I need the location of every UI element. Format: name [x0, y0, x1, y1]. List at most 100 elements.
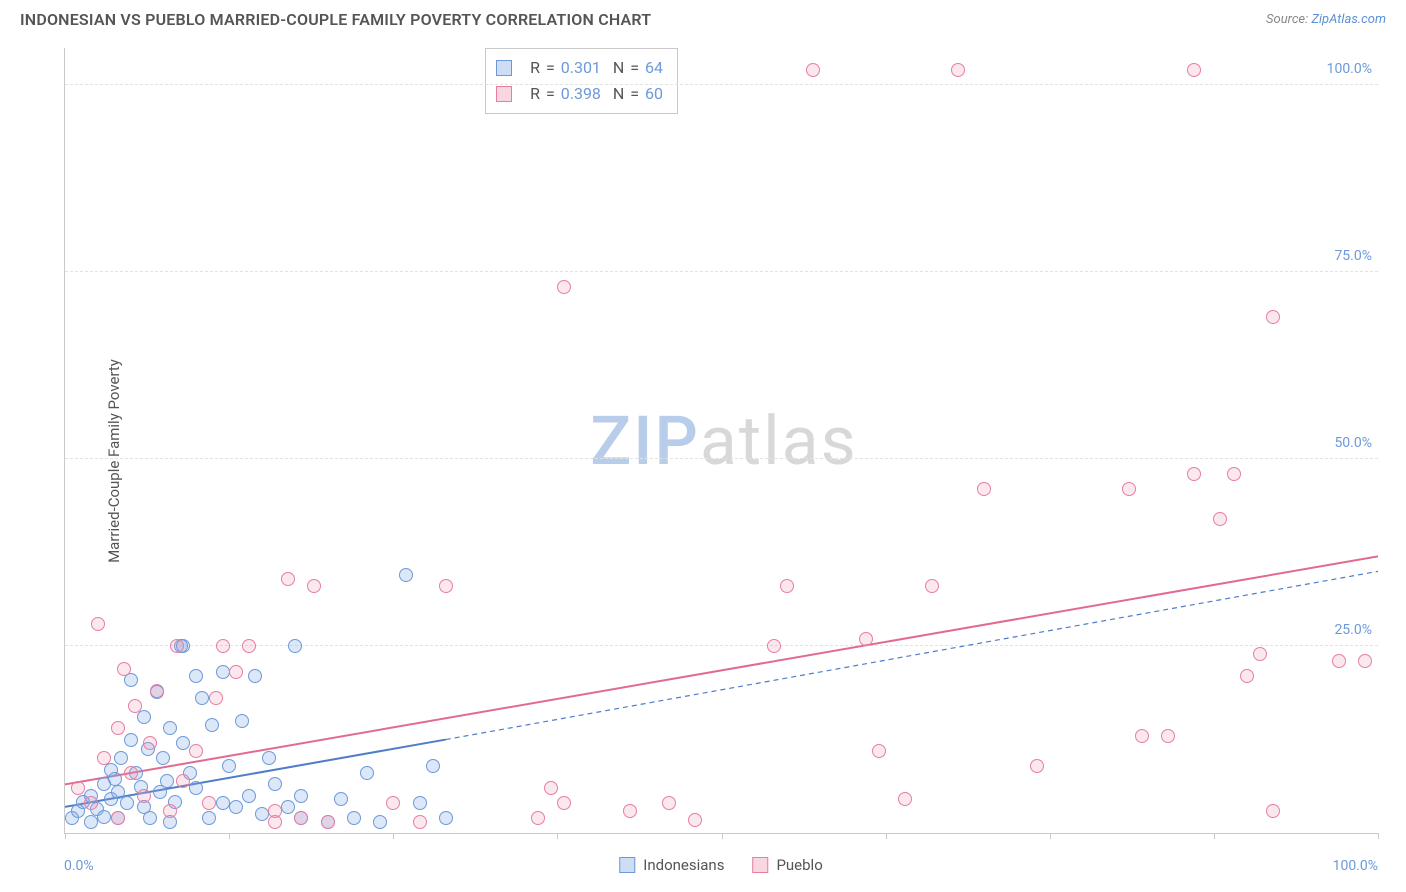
data-point — [229, 665, 243, 679]
watermark-zip: ZIP — [590, 401, 700, 481]
data-point — [176, 774, 190, 788]
data-point — [268, 777, 282, 791]
data-point — [97, 751, 111, 765]
data-point — [108, 772, 122, 786]
data-point — [426, 759, 440, 773]
data-point — [872, 744, 886, 758]
data-point — [143, 736, 157, 750]
data-point — [557, 280, 571, 294]
data-point — [399, 568, 413, 582]
series-legend: Indonesians Pueblo — [619, 856, 823, 874]
data-point — [859, 632, 873, 646]
data-point — [124, 733, 138, 747]
chart-title: INDONESIAN VS PUEBLO MARRIED-COUPLE FAMI… — [20, 10, 651, 29]
swatch-pink — [752, 857, 768, 873]
data-point — [163, 721, 177, 735]
data-point — [413, 796, 427, 810]
data-point — [1213, 512, 1227, 526]
x-tick — [1050, 833, 1051, 839]
data-point — [229, 800, 243, 814]
data-point — [321, 815, 335, 829]
data-point — [216, 639, 230, 653]
data-point — [195, 691, 209, 705]
data-point — [1187, 467, 1201, 481]
data-point — [1332, 654, 1346, 668]
data-point — [1253, 647, 1267, 661]
data-point — [925, 579, 939, 593]
data-point — [1122, 482, 1136, 496]
plot-area: ZIPatlas R = 0.301 N = 64R = 0.398 N = 6… — [64, 48, 1378, 834]
x-axis-area: 0.0% Indonesians Pueblo 100.0% — [64, 840, 1378, 874]
chart-header: INDONESIAN VS PUEBLO MARRIED-COUPLE FAMI… — [0, 0, 1406, 37]
data-point — [1030, 759, 1044, 773]
data-point — [557, 796, 571, 810]
y-tick-label: 25.0% — [1334, 622, 1372, 638]
data-point — [439, 811, 453, 825]
data-point — [137, 789, 151, 803]
data-point — [163, 804, 177, 818]
data-point — [150, 684, 164, 698]
x-tick-max: 100.0% — [1333, 858, 1378, 874]
data-point — [544, 781, 558, 795]
swatch-pink — [496, 86, 512, 102]
stats-row: R = 0.301 N = 64 — [496, 55, 663, 81]
data-point — [216, 796, 230, 810]
data-point — [114, 751, 128, 765]
x-tick — [393, 833, 394, 839]
data-point — [1227, 467, 1241, 481]
data-point — [1240, 669, 1254, 683]
source-link[interactable]: ZipAtlas.com — [1311, 12, 1386, 27]
grid-line — [65, 271, 1378, 272]
data-point — [242, 639, 256, 653]
data-point — [170, 639, 184, 653]
data-point — [951, 63, 965, 77]
data-point — [307, 579, 321, 593]
data-point — [662, 796, 676, 810]
data-point — [1358, 654, 1372, 668]
watermark: ZIPatlas — [590, 401, 858, 481]
legend-item-indonesians: Indonesians — [619, 856, 724, 874]
data-point — [281, 800, 295, 814]
data-point — [189, 744, 203, 758]
chart-container: Married-Couple Family Poverty ZIPatlas R… — [20, 48, 1386, 874]
data-point — [235, 714, 249, 728]
data-point — [202, 811, 216, 825]
x-tick — [65, 833, 66, 839]
data-point — [262, 751, 276, 765]
x-tick — [886, 833, 887, 839]
data-point — [334, 792, 348, 806]
x-tick — [1378, 833, 1379, 839]
stats-legend-box: R = 0.301 N = 64R = 0.398 N = 60 — [485, 48, 678, 114]
data-point — [124, 766, 138, 780]
data-point — [189, 781, 203, 795]
x-tick — [229, 833, 230, 839]
data-point — [209, 691, 223, 705]
data-point — [898, 792, 912, 806]
data-point — [439, 579, 453, 593]
data-point — [117, 662, 131, 676]
data-point — [1135, 729, 1149, 743]
grid-line — [65, 645, 1378, 646]
data-point — [294, 789, 308, 803]
x-tick-min: 0.0% — [64, 858, 94, 874]
data-point — [137, 710, 151, 724]
data-point — [1266, 804, 1280, 818]
data-point — [373, 815, 387, 829]
source-credit: Source: ZipAtlas.com — [1266, 12, 1386, 27]
data-point — [205, 718, 219, 732]
data-point — [84, 796, 98, 810]
legend-item-pueblo: Pueblo — [752, 856, 822, 874]
data-point — [688, 813, 702, 827]
data-point — [189, 669, 203, 683]
data-point — [977, 482, 991, 496]
x-tick — [722, 833, 723, 839]
data-point — [360, 766, 374, 780]
data-point — [143, 811, 157, 825]
data-point — [294, 811, 308, 825]
data-point — [531, 811, 545, 825]
data-point — [413, 815, 427, 829]
grid-line — [65, 458, 1378, 459]
data-point — [160, 774, 174, 788]
data-point — [242, 789, 256, 803]
data-point — [111, 721, 125, 735]
